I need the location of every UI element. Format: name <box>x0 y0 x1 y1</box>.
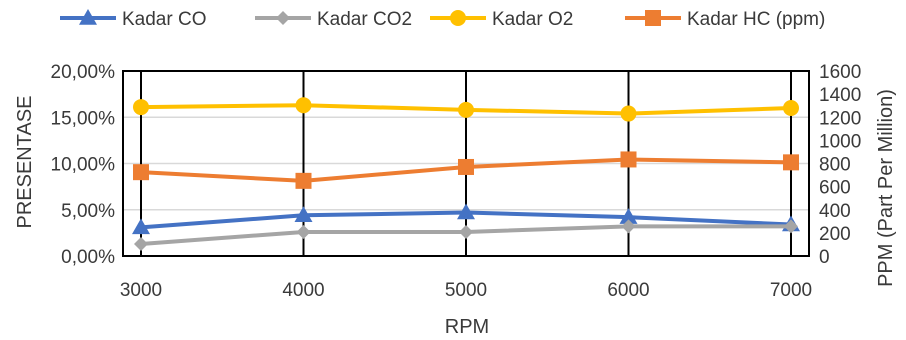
x-tick-label: 7000 <box>770 280 812 301</box>
right-tick-label: 800 <box>819 155 851 176</box>
legend-item-kadar-co2: Kadar CO2 <box>255 9 412 30</box>
right-tick-label: 200 <box>819 224 851 245</box>
left-tick-label: 15,00% <box>51 108 116 129</box>
right-axis-title: PPM (Part Per Million) <box>875 89 897 287</box>
data-point-kadar-co <box>619 208 638 224</box>
series-kadar-hc-ppm <box>133 151 799 189</box>
data-point-kadar-co2 <box>296 224 311 239</box>
x-tick-label: 5000 <box>445 280 487 301</box>
plot-area-frame <box>122 70 810 257</box>
data-point-kadar-co <box>457 203 475 220</box>
series-kadar-co2 <box>134 219 798 251</box>
data-point-kadar-co2 <box>621 219 636 234</box>
legend-marker-kadar-co <box>79 9 97 25</box>
data-point-kadar-co2 <box>459 224 473 239</box>
data-point-kadar-co2 <box>134 236 148 251</box>
right-tick-label: 1600 <box>819 62 861 83</box>
legend-label: Kadar O2 <box>492 9 573 30</box>
left-tick-label: 20,00% <box>51 62 116 83</box>
legend-item-kadar-hc-ppm: Kadar HC (ppm) <box>625 9 825 30</box>
data-point-kadar-co2 <box>784 219 798 234</box>
data-point-kadar-hc-ppm <box>458 158 474 175</box>
right-tick-label: 1400 <box>819 85 861 106</box>
legend-item-kadar-o2: Kadar O2 <box>430 9 573 30</box>
x-tick-label: 6000 <box>607 280 649 301</box>
x-tick-label: 4000 <box>282 280 324 301</box>
legend-label: Kadar CO <box>122 9 206 30</box>
series-kadar-o2 <box>133 97 799 122</box>
left-tick-label: 0,00% <box>61 247 115 268</box>
data-point-kadar-co <box>132 218 150 235</box>
legend: Kadar CO Kadar CO2 Kadar O2 Kadar HC (ppm) <box>60 9 825 30</box>
data-point-kadar-o2 <box>458 101 474 118</box>
data-point-kadar-hc-ppm <box>133 164 149 181</box>
right-tick-label: 1000 <box>819 131 861 152</box>
legend-marker-kadar-co2 <box>276 11 290 25</box>
legend-item-kadar-co: Kadar CO <box>60 9 206 30</box>
x-axis-ticks: 3000 4000 5000 6000 7000 <box>120 280 812 301</box>
right-tick-label: 1200 <box>819 108 861 129</box>
legend-label: Kadar CO2 <box>317 9 412 30</box>
data-point-kadar-o2 <box>133 99 149 116</box>
data-point-kadar-o2 <box>620 105 637 122</box>
right-tick-label: 400 <box>819 201 851 222</box>
data-point-kadar-hc-ppm <box>783 154 799 171</box>
right-tick-label: 0 <box>819 247 830 268</box>
data-point-kadar-hc-ppm <box>620 151 637 168</box>
right-tick-label: 600 <box>819 178 851 199</box>
x-axis-title: RPM <box>445 316 489 338</box>
x-tick-label: 3000 <box>120 280 162 301</box>
legend-marker-kadar-o2 <box>450 10 466 26</box>
left-axis-ticks: 0,00% 5,00% 10,00% 15,00% 20,00% <box>51 62 116 268</box>
left-tick-label: 5,00% <box>61 201 115 222</box>
data-point-kadar-o2 <box>783 100 799 116</box>
data-point-kadar-co <box>294 206 313 223</box>
data-point-kadar-hc-ppm <box>295 172 312 189</box>
data-point-kadar-o2 <box>295 97 312 114</box>
legend-marker-kadar-hc-ppm <box>645 10 661 26</box>
legend-label: Kadar HC (ppm) <box>687 9 825 30</box>
left-axis-title: PRESENTASE <box>14 96 36 229</box>
left-tick-label: 10,00% <box>51 155 116 176</box>
series <box>132 97 800 251</box>
